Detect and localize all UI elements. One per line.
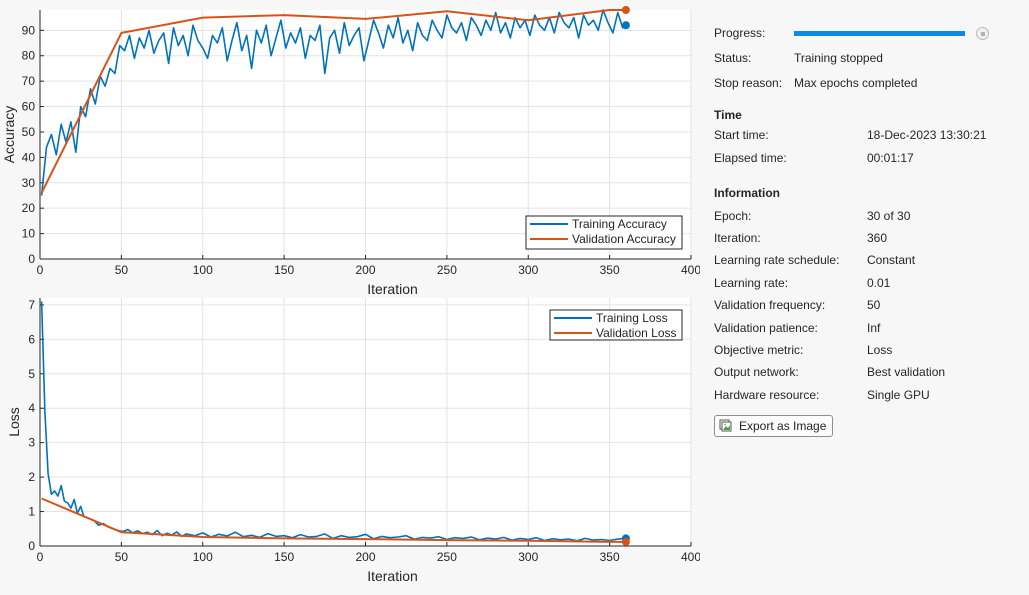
x-tick-label: 150 xyxy=(274,263,294,277)
information-heading: Information xyxy=(714,186,780,200)
x-tick-label: 200 xyxy=(355,263,375,277)
y-tick-label: 6 xyxy=(28,332,35,346)
x-tick-label: 400 xyxy=(681,263,700,277)
y-tick-label: 7 xyxy=(28,298,35,312)
final-point-marker xyxy=(621,537,630,546)
y-tick-label: 0 xyxy=(28,252,35,266)
stop-reason-label: Stop reason: xyxy=(714,76,783,90)
y-tick-label: 60 xyxy=(22,100,36,114)
progress-bar xyxy=(794,31,965,36)
x-tick-label: 400 xyxy=(681,550,700,564)
x-tick-label: 350 xyxy=(600,550,620,564)
x-tick-label: 50 xyxy=(115,550,129,564)
y-tick-label: 30 xyxy=(22,176,36,190)
time-heading: Time xyxy=(714,108,742,122)
y-tick-label: 40 xyxy=(22,150,36,164)
x-tick-label: 150 xyxy=(274,550,294,564)
y-axis-label: Accuracy xyxy=(1,106,17,164)
start-time-label: Start time: xyxy=(714,128,769,142)
x-tick-label: 50 xyxy=(115,263,129,277)
info-value: 50 xyxy=(867,298,881,312)
y-tick-label: 80 xyxy=(22,49,36,63)
legend-label: Training Loss xyxy=(596,311,668,325)
start-time-value: 18-Dec-2023 13:30:21 xyxy=(867,128,987,142)
legend-label: Validation Loss xyxy=(596,326,677,340)
elapsed-time-label: Elapsed time: xyxy=(714,151,787,165)
stop-reason-value: Max epochs completed xyxy=(794,76,918,90)
export-as-image-button[interactable]: Export as Image xyxy=(714,415,834,437)
info-label: Output network: xyxy=(714,365,799,379)
x-tick-label: 350 xyxy=(600,263,620,277)
info-label: Objective metric: xyxy=(714,343,804,357)
stop-icon[interactable] xyxy=(976,27,989,40)
y-tick-label: 2 xyxy=(28,470,35,484)
x-tick-label: 300 xyxy=(518,263,538,277)
info-label: Validation frequency: xyxy=(714,298,826,312)
info-label: Hardware resource: xyxy=(714,388,820,402)
y-tick-label: 90 xyxy=(22,23,36,37)
series-line-training xyxy=(40,9,627,196)
x-tick-label: 0 xyxy=(37,263,44,277)
x-axis-label: Iteration xyxy=(367,281,418,297)
y-tick-label: 1 xyxy=(28,505,35,519)
legend-box xyxy=(549,309,683,341)
info-value: 360 xyxy=(867,231,888,245)
info-value: 30 of 30 xyxy=(867,209,911,223)
legend-box xyxy=(525,215,683,250)
info-label: Validation patience: xyxy=(714,321,818,335)
elapsed-time-value: 00:01:17 xyxy=(867,151,914,165)
legend-label: Validation Accuracy xyxy=(572,232,676,246)
x-tick-label: 0 xyxy=(37,550,44,564)
x-axis-label: Iteration xyxy=(367,568,418,584)
info-label: Iteration: xyxy=(714,231,761,245)
series-line-validation xyxy=(40,9,626,194)
y-axis-label: Loss xyxy=(6,407,22,437)
final-point-marker xyxy=(621,6,630,14)
y-tick-label: 5 xyxy=(28,367,35,381)
x-tick-label: 200 xyxy=(355,550,375,564)
y-tick-label: 70 xyxy=(22,74,36,88)
info-value: Constant xyxy=(867,253,916,267)
y-tick-label: 0 xyxy=(28,539,35,553)
progress-label: Progress: xyxy=(714,26,766,40)
info-label: Epoch: xyxy=(714,209,752,223)
loss-chart: 0 50 100 150 200 250 300 350 400 0 1 2 3 4 5 6 7 Iteratio… xyxy=(6,298,700,584)
y-tick-label: 4 xyxy=(28,401,35,415)
training-info-panel: Progress: Status: Training stopped Stop … xyxy=(700,0,1029,595)
info-value: 0.01 xyxy=(867,276,891,290)
status-value: Training stopped xyxy=(794,51,883,65)
accuracy-chart: 0 50 100 150 200 250 300 350 400 0 10 20 30 40 50 60 70 8… xyxy=(1,6,700,297)
y-tick-label: 10 xyxy=(22,227,36,241)
x-tick-label: 250 xyxy=(437,550,457,564)
export-button-label: Export as Image xyxy=(739,419,827,433)
info-label: Learning rate schedule: xyxy=(714,253,840,267)
info-value: Best validation xyxy=(867,365,946,379)
info-value: Loss xyxy=(867,343,893,357)
y-tick-label: 50 xyxy=(22,125,36,139)
info-value: Inf xyxy=(867,321,881,335)
x-tick-label: 100 xyxy=(193,263,213,277)
x-tick-label: 100 xyxy=(193,550,213,564)
y-tick-label: 3 xyxy=(28,436,35,450)
final-point-marker xyxy=(621,21,630,30)
export-image-icon xyxy=(719,419,732,432)
series-line-validation xyxy=(41,497,626,543)
x-tick-label: 300 xyxy=(518,550,538,564)
legend-label: Training Accuracy xyxy=(572,217,667,231)
status-label: Status: xyxy=(714,51,752,65)
info-value: Single GPU xyxy=(867,388,930,402)
y-tick-label: 20 xyxy=(22,201,36,215)
training-plots: 0 50 100 150 200 250 300 350 4000102030405060708… xyxy=(1,6,700,584)
x-tick-label: 250 xyxy=(437,263,457,277)
info-label: Learning rate: xyxy=(714,276,789,290)
